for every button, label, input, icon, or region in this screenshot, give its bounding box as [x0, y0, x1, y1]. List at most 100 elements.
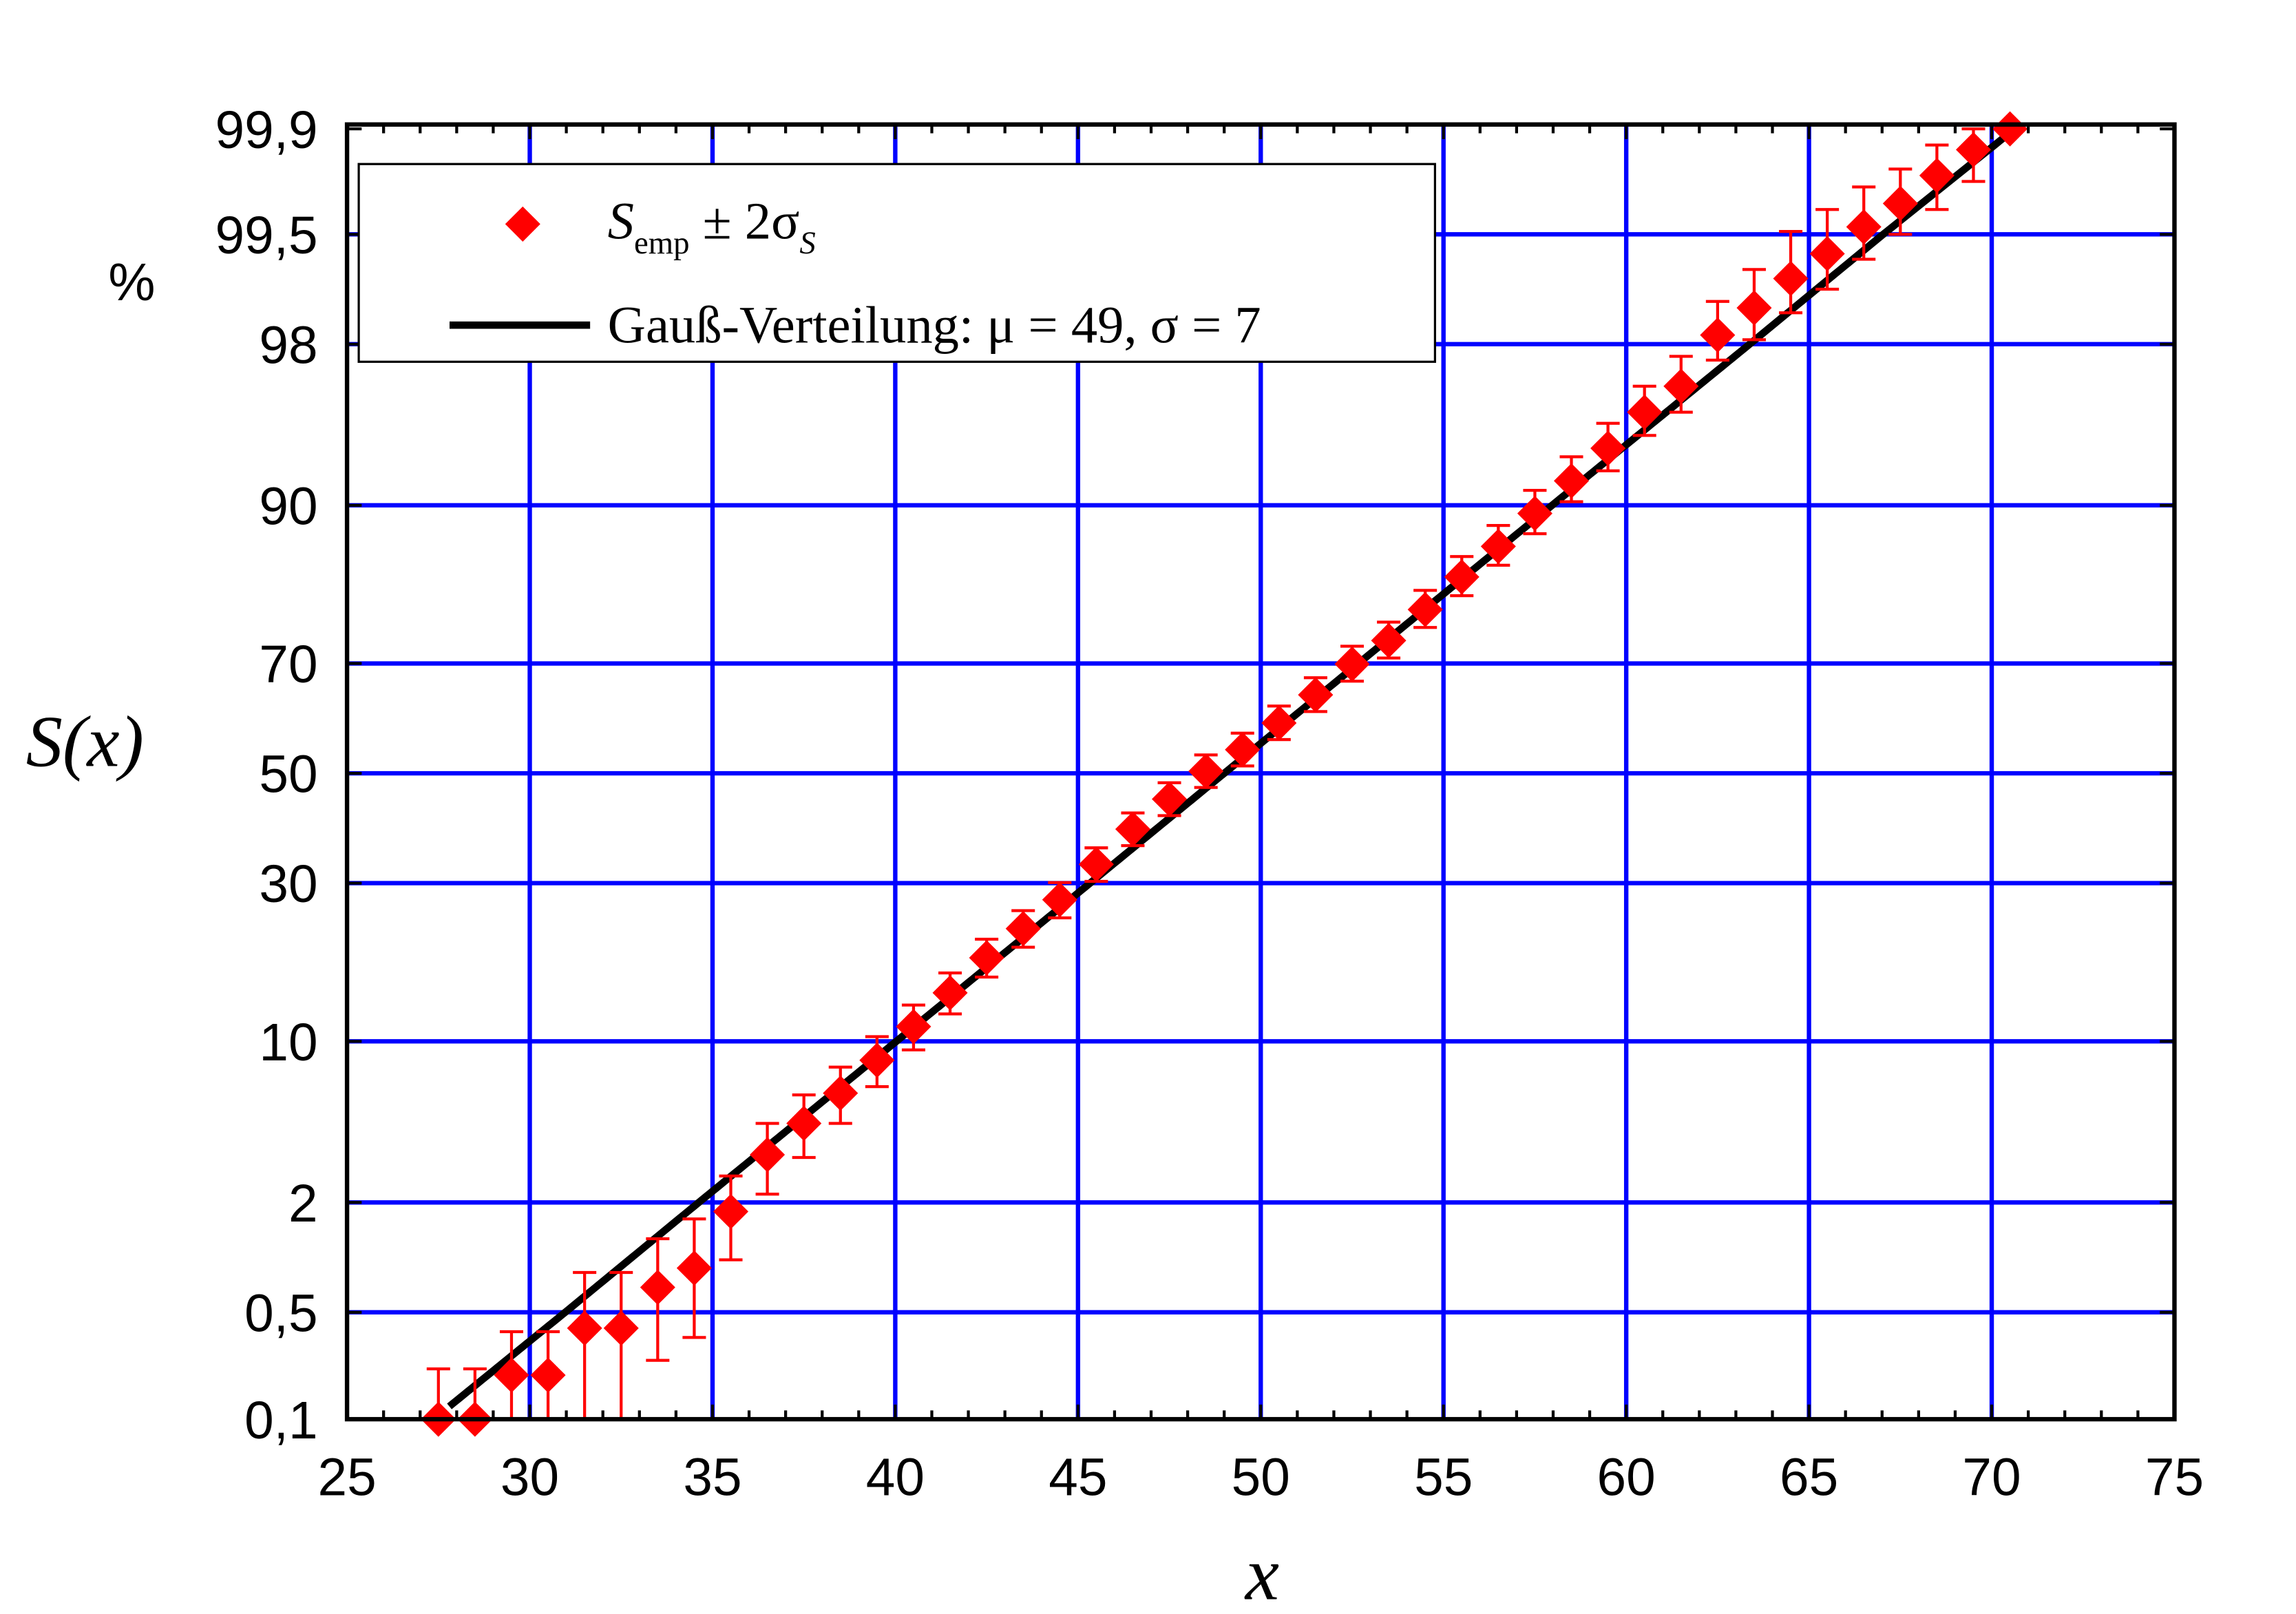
legend-label-empirical-sub2: S [799, 225, 815, 261]
data-point [1955, 127, 1992, 183]
diamond-marker [1152, 782, 1188, 817]
data-point [786, 1093, 822, 1160]
diamond-marker [859, 1042, 895, 1078]
y-tick-label: 50 [259, 746, 317, 804]
diamond-marker [1919, 158, 1955, 193]
data-point [713, 1174, 749, 1261]
data-point [1846, 185, 1882, 261]
diamond-marker [896, 1009, 931, 1045]
diamond-marker [1480, 528, 1516, 565]
data-point [1371, 620, 1407, 660]
data-point [823, 1065, 859, 1125]
x-tick-label: 70 [1962, 1449, 2021, 1507]
data-point [1334, 644, 1370, 683]
data-point [1700, 300, 1736, 362]
data-point [896, 1003, 931, 1051]
legend-label-gauss: Gauß-Verteilung: μ = 49, σ = 7 [608, 296, 1261, 355]
data-point [640, 1237, 675, 1362]
x-tick-label: 35 [683, 1449, 741, 1507]
x-tick-label: 75 [2145, 1449, 2204, 1507]
data-point [1992, 111, 2028, 147]
diamond-marker [750, 1137, 786, 1173]
x-tick-label: 50 [1232, 1449, 1290, 1507]
legend-label-empirical-s: S [608, 192, 634, 251]
legend-label-empirical-sub: emp [634, 225, 690, 261]
data-point [1480, 523, 1516, 567]
diamond-marker [823, 1076, 859, 1111]
x-tick-label: 45 [1049, 1449, 1107, 1507]
minor-ticks [345, 124, 2176, 1421]
data-point [1188, 753, 1224, 789]
diamond-marker [530, 1357, 566, 1393]
data-point [1809, 208, 1845, 291]
y-tick-label: 2 [288, 1175, 318, 1233]
data-point [750, 1122, 786, 1196]
data-point [1517, 489, 1552, 536]
diamond-marker [1553, 463, 1590, 499]
y-tick-label: 99,5 [215, 207, 318, 265]
y-tick-label: 70 [259, 636, 317, 694]
diamond-marker [1188, 753, 1224, 789]
diamond-marker [1809, 235, 1845, 271]
diamond-marker [1955, 132, 1992, 167]
data-point [1298, 676, 1334, 713]
y-tick-label: 99,9 [215, 101, 318, 160]
data-point [1882, 167, 1918, 236]
legend-label-empirical: Semp ± 2σS [608, 192, 816, 261]
y-unit-label: % [108, 253, 155, 312]
diamond-marker [1627, 395, 1663, 430]
diamond-marker [713, 1193, 749, 1230]
legend: Semp ± 2σS Gauß-Verteilung: μ = 49, σ = … [357, 163, 1436, 363]
y-tick-labels: 99,9 99,5 98 90 70 50 30 10 2 0,5 0,1 [215, 101, 318, 1450]
data-point [1663, 355, 1699, 414]
data-point [1115, 811, 1150, 848]
data-point [1042, 881, 1077, 920]
diamond-marker [1700, 317, 1736, 353]
empirical-points-series [421, 111, 2028, 1437]
y-tick-label: 30 [259, 855, 317, 914]
y-tick-label: 0,5 [244, 1284, 317, 1343]
x-tick-label: 55 [1414, 1449, 1473, 1507]
diamond-marker [676, 1250, 712, 1286]
data-point [1444, 555, 1479, 598]
x-tick-labels: 25 30 35 40 45 50 55 60 65 70 75 [317, 1449, 2204, 1507]
diamond-marker [1042, 882, 1077, 918]
diamond-marker [640, 1270, 675, 1306]
data-point [1919, 143, 1955, 211]
diamond-marker [786, 1105, 822, 1141]
y-tick-label: 90 [259, 477, 317, 536]
x-tick-label: 65 [1780, 1449, 1838, 1507]
diamond-marker [1005, 911, 1041, 947]
y-axis-title: S(x) [26, 701, 144, 782]
diamond-marker [1590, 430, 1626, 466]
diamond-marker [494, 1357, 529, 1393]
x-axis-title: x [1244, 1531, 1279, 1614]
diamond-marker [969, 940, 1004, 976]
data-point [1005, 909, 1041, 949]
x-tick-label: 40 [866, 1449, 925, 1507]
x-tick-label: 60 [1597, 1449, 1656, 1507]
y-tick-label: 10 [259, 1014, 317, 1072]
diamond-marker [1334, 646, 1370, 682]
diamond-marker [1444, 559, 1479, 595]
x-tick-label: 25 [317, 1449, 376, 1507]
diamond-marker [1663, 368, 1699, 404]
diamond-marker [1882, 185, 1918, 221]
data-point [932, 971, 968, 1016]
data-point [1152, 781, 1188, 817]
data-point [676, 1217, 712, 1339]
data-point [859, 1035, 895, 1089]
diamond-marker [1115, 811, 1150, 847]
data-point [1627, 384, 1663, 437]
diamond-marker [1846, 209, 1882, 245]
diamond-marker [1407, 591, 1443, 627]
diamond-marker [603, 1310, 639, 1346]
data-point [969, 937, 1004, 979]
y-tick-label: 98 [259, 317, 317, 375]
diamond-marker [1371, 622, 1407, 658]
diamond-marker [1298, 677, 1334, 713]
diamond-marker [1992, 111, 2028, 147]
diamond-marker [932, 975, 968, 1011]
data-point [1407, 589, 1443, 629]
